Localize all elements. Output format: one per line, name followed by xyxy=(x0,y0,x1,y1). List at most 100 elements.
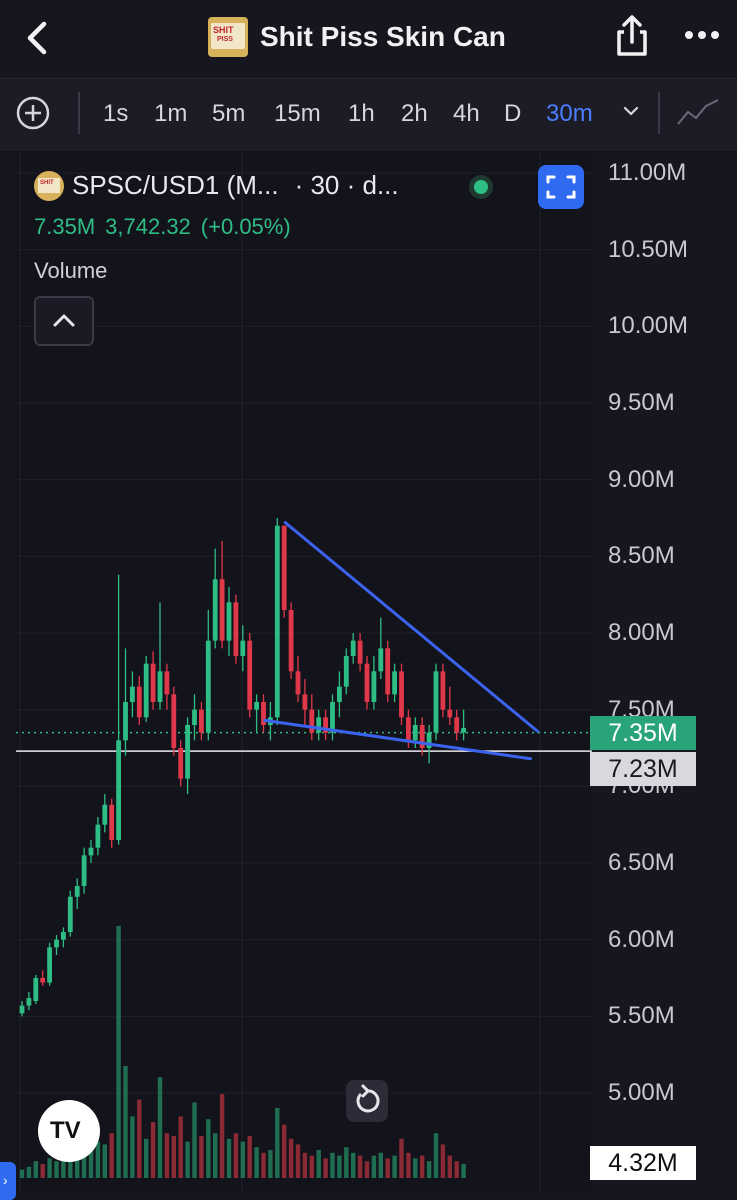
share-icon[interactable] xyxy=(612,14,652,58)
tab-2h[interactable]: 2h xyxy=(401,100,428,127)
volume-bar xyxy=(433,1133,439,1178)
volume-bar xyxy=(192,1102,197,1178)
line-chart-icon[interactable] xyxy=(676,98,720,128)
volume-bar xyxy=(364,1161,370,1178)
candle-body xyxy=(33,978,39,1001)
candle-body xyxy=(157,671,163,702)
candle-body xyxy=(295,671,301,695)
volume-bar xyxy=(357,1155,363,1178)
candle-body xyxy=(26,997,32,1006)
volume-bar xyxy=(137,1099,142,1178)
candle-body xyxy=(433,671,439,733)
candle-body xyxy=(371,671,377,702)
tab-30m[interactable]: 30m xyxy=(546,100,593,127)
ohlc-readout: 7.35M 3,742.32 (+0.05%) xyxy=(34,214,301,240)
tab-5m[interactable]: 5m xyxy=(212,100,246,127)
plus-circle-icon[interactable] xyxy=(16,96,50,130)
price-axis-tick: 9.50M xyxy=(608,389,675,416)
chevron-up-icon[interactable] xyxy=(34,296,94,346)
tab-d[interactable]: D xyxy=(504,100,522,127)
candle-body xyxy=(102,804,108,825)
volume-bar xyxy=(413,1158,418,1178)
volume-bar xyxy=(33,1161,38,1178)
candle-body xyxy=(254,702,259,710)
volume-bar xyxy=(268,1150,273,1178)
candle-body xyxy=(116,740,121,840)
volume-bar xyxy=(164,1133,170,1178)
volume-value: 3,742.32 xyxy=(105,214,191,239)
volume-bar xyxy=(150,1122,156,1178)
volume-bar xyxy=(116,926,121,1178)
volume-bar xyxy=(385,1158,390,1178)
volume-bar xyxy=(371,1155,377,1178)
volume-bar xyxy=(323,1158,328,1178)
tab-1m[interactable]: 1m xyxy=(154,100,188,127)
chevron-down-icon[interactable] xyxy=(622,104,640,118)
candle-body xyxy=(247,640,253,710)
side-panel-toggle[interactable]: › xyxy=(0,1162,16,1200)
volume-bar xyxy=(316,1150,321,1178)
candle-body xyxy=(357,640,363,664)
volume-bar xyxy=(461,1164,466,1178)
tab-4h[interactable]: 4h xyxy=(453,100,480,127)
price-axis-tick: 6.50M xyxy=(608,849,675,876)
candle-body xyxy=(343,656,349,687)
candle-body xyxy=(143,663,149,718)
candle-body xyxy=(178,748,184,779)
volume-bar xyxy=(378,1152,383,1178)
volume-bar xyxy=(288,1138,294,1178)
candle-body xyxy=(461,728,466,733)
trendline-lower xyxy=(263,718,532,761)
candle-body xyxy=(81,855,87,886)
volume-bar xyxy=(233,1133,239,1178)
price-axis-tick: 8.00M xyxy=(608,619,675,646)
volume-bar xyxy=(185,1141,190,1178)
change-percent: (+0.05%) xyxy=(200,214,291,239)
candle-body xyxy=(54,939,59,948)
volume-bar xyxy=(399,1138,404,1178)
interval-label: · 30 · d... xyxy=(294,170,399,200)
candle-body xyxy=(406,717,411,741)
volume-bar xyxy=(247,1136,252,1178)
volume-bar xyxy=(447,1155,452,1178)
token-logo: SHIT PISS xyxy=(208,17,248,57)
more-dots-icon[interactable] xyxy=(684,28,720,42)
volume-bar xyxy=(19,1169,25,1178)
volume-bar xyxy=(302,1152,308,1178)
candle-body xyxy=(164,671,170,695)
candle-body xyxy=(274,525,280,718)
candle-body xyxy=(419,725,425,748)
chart-background xyxy=(16,152,592,1192)
fullscreen-icon[interactable] xyxy=(538,165,584,209)
tradingview-logo[interactable]: TV xyxy=(38,1100,100,1162)
volume-bar xyxy=(309,1155,314,1178)
current-price-tag: 7.35M xyxy=(590,716,696,750)
symbol-name[interactable]: SPSC/USD1 (M... xyxy=(72,170,279,200)
candle-body xyxy=(447,709,453,718)
tab-1h[interactable]: 1h xyxy=(348,100,375,127)
candle-body xyxy=(61,932,66,940)
candle-body xyxy=(185,725,190,779)
candle-body xyxy=(385,648,391,695)
volume-bar xyxy=(206,1119,211,1178)
volume-bar xyxy=(102,1144,107,1178)
candle-body xyxy=(233,602,239,656)
market-status-icon xyxy=(469,175,493,199)
price-axis-tick: 9.00M xyxy=(608,465,675,493)
candle-body xyxy=(337,686,342,702)
candle-body xyxy=(40,978,46,983)
tab-15m[interactable]: 15m xyxy=(274,100,321,127)
reset-icon[interactable] xyxy=(346,1080,388,1122)
candle-body xyxy=(288,610,294,672)
chevron-left-icon[interactable] xyxy=(18,18,58,58)
volume-bar xyxy=(440,1144,446,1178)
candle-body xyxy=(323,717,328,733)
candle-body xyxy=(240,640,246,656)
reference-price-tag: 7.23M xyxy=(590,752,696,786)
candle-body xyxy=(219,579,225,641)
tab-1s[interactable]: 1s xyxy=(103,100,129,127)
candle-body xyxy=(350,640,356,656)
top-bar xyxy=(0,0,737,78)
volume-bar xyxy=(199,1136,204,1178)
